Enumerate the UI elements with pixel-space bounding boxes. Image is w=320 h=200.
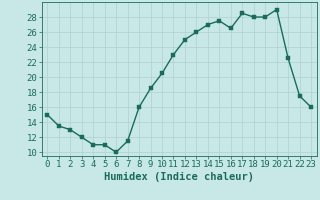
X-axis label: Humidex (Indice chaleur): Humidex (Indice chaleur)	[104, 172, 254, 182]
